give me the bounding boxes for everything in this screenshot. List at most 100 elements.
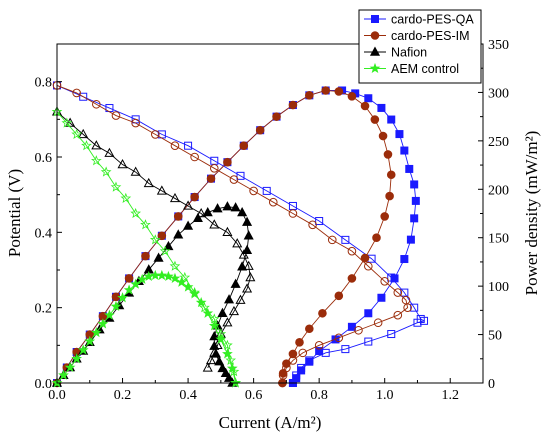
y-left-tick-label: 0.0: [35, 377, 53, 392]
power-point-cardo-pes-im: [360, 253, 370, 263]
power-point-aem-control: [90, 326, 102, 338]
series-cardo-pes-qa: [53, 81, 429, 387]
polarization-point-nafion: [143, 177, 154, 188]
power-point-cardo-pes-im: [383, 150, 393, 159]
series-cardo-pes-im: [52, 81, 412, 388]
power-point-cardo-pes-qa: [377, 293, 386, 302]
power-point-cardo-pes-im: [305, 324, 314, 334]
power-point-aem-control: [71, 353, 83, 364]
power-point-aem-control: [156, 269, 168, 281]
power-point-nafion: [210, 348, 221, 358]
polarization-point-cardo-pes-im: [327, 235, 337, 245]
y-right-tick-label: 50: [488, 329, 502, 344]
x-tick-label: 1.2: [441, 388, 459, 403]
polarization-point-nafion: [243, 260, 254, 270]
y-left-tick-label: 0.4: [35, 226, 53, 241]
power-point-cardo-pes-qa: [390, 274, 399, 283]
power-point-cardo-pes-qa: [387, 115, 396, 124]
polarization-point-cardo-pes-im: [373, 318, 383, 328]
y-right-tick-label: 250: [488, 135, 509, 150]
polarization-point-nafion: [169, 192, 181, 203]
power-point-aem-control: [117, 292, 128, 303]
power-point-aem-control: [58, 369, 69, 380]
polarization-point-cardo-pes-im: [190, 152, 199, 162]
polarization-point-cardo-pes-im: [393, 310, 403, 320]
polarization-point-aem-control: [149, 234, 161, 245]
power-point-aem-control: [215, 333, 227, 344]
polarization-point-nafion: [228, 305, 239, 316]
power-point-nafion: [237, 261, 248, 271]
polarization-point-nafion: [242, 283, 253, 293]
x-axis: 0.0 0.2 0.4 0.6 0.8 1.0 1.2: [48, 378, 484, 403]
power-point-cardo-pes-im: [255, 125, 265, 135]
legend-label-aem-control: AEM control: [391, 62, 459, 76]
polarization-point-cardo-pes-qa: [387, 330, 396, 339]
polarization-point-cardo-pes-im: [380, 277, 389, 286]
x-axis-title: Current (A/m²): [219, 413, 322, 432]
power-point-cardo-pes-im: [288, 100, 298, 110]
polarization-point-cardo-pes-qa: [79, 92, 88, 101]
legend-label-cardo-pes-im: cardo-PES-IM: [391, 29, 470, 43]
polarization-point-cardo-pes-qa: [262, 186, 271, 195]
polarization-point-cardo-pes-im: [308, 220, 317, 230]
power-point-cardo-pes-im: [321, 86, 331, 95]
y-right-tick-label: 300: [488, 86, 509, 101]
power-point-nafion: [153, 252, 164, 262]
power-point-cardo-pes-im: [282, 359, 291, 368]
polarization-point-aem-control: [110, 181, 122, 192]
power-point-cardo-pes-im: [288, 349, 298, 359]
power-point-aem-control: [169, 272, 181, 283]
power-point-cardo-pes-qa: [364, 309, 373, 318]
power-line-cardo-pes-qa: [56, 90, 417, 384]
polarization-point-cardo-pes-im: [393, 288, 403, 297]
power-point-cardo-pes-im: [124, 274, 134, 283]
power-point-cardo-pes-im: [223, 157, 232, 167]
polarization-point-cardo-pes-im: [347, 246, 357, 256]
polarization-point-cardo-pes-qa: [364, 337, 373, 346]
polarization-point-aem-control: [81, 140, 92, 151]
y-axis-left: 0.0 0.2 0.4 0.6 0.8: [35, 43, 62, 392]
power-point-nafion: [242, 216, 253, 226]
power-point-cardo-pes-im: [370, 115, 380, 124]
power-point-nafion: [214, 356, 225, 366]
polarization-point-cardo-pes-qa: [400, 288, 409, 297]
polarization-point-cardo-pes-qa: [184, 141, 193, 150]
power-point-cardo-pes-im: [239, 141, 249, 150]
power-point-nafion: [173, 229, 184, 239]
y-right-tick-label: 150: [488, 232, 509, 247]
x-tick-label: 0.4: [179, 388, 197, 403]
power-line-aem-control: [56, 275, 237, 384]
power-point-nafion: [223, 372, 235, 382]
y-right-tick-label: 100: [488, 280, 509, 295]
polarization-point-cardo-pes-qa: [341, 235, 350, 244]
power-point-aem-control: [226, 362, 238, 374]
y-axis-right: 0 50 100 150 200 250 300 350: [478, 38, 509, 392]
polarization-point-aem-control: [90, 155, 102, 166]
polarization-point-cardo-pes-im: [354, 325, 363, 335]
polarization-point-nafion: [209, 219, 220, 229]
polarization-point-aem-control: [120, 192, 132, 203]
polarization-point-aem-control: [100, 166, 112, 177]
power-point-cardo-pes-im: [206, 174, 216, 183]
x-tick-label: 1.0: [376, 388, 394, 403]
power-point-cardo-pes-qa: [377, 103, 386, 112]
polarization-point-cardo-pes-im: [403, 303, 412, 312]
polarization-point-nafion: [235, 294, 246, 304]
polarization-point-aem-control: [199, 302, 210, 313]
polarization-point-cardo-pes-im: [111, 111, 121, 120]
power-point-cardo-pes-qa: [406, 235, 415, 244]
power-point-aem-control: [195, 296, 207, 308]
power-point-cardo-pes-im: [385, 191, 394, 201]
polarization-point-nafion: [156, 185, 167, 195]
polarization-line-cardo-pes-im: [56, 85, 409, 384]
polarization-point-cardo-pes-qa: [341, 345, 350, 354]
x-tick-label: 0.8: [310, 388, 328, 403]
power-point-cardo-pes-qa: [347, 322, 356, 331]
legend-label-nafion: Nafion: [391, 46, 427, 60]
y-right-tick-label: 200: [488, 183, 509, 198]
legend-box: [358, 9, 482, 84]
power-point-aem-control: [104, 309, 115, 320]
polarization-point-nafion: [222, 317, 233, 327]
power-point-cardo-pes-im: [380, 212, 389, 221]
